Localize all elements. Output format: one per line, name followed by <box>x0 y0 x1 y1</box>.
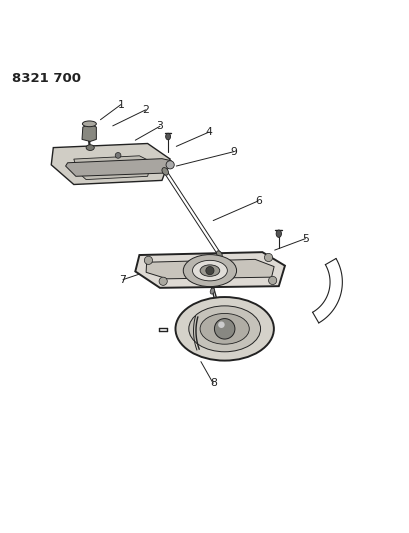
Circle shape <box>159 277 167 285</box>
Text: 2: 2 <box>142 105 148 115</box>
Circle shape <box>166 161 174 169</box>
Circle shape <box>214 319 234 339</box>
Ellipse shape <box>175 297 273 361</box>
Ellipse shape <box>216 251 222 257</box>
Text: 1: 1 <box>117 100 124 110</box>
Ellipse shape <box>86 145 94 150</box>
Circle shape <box>115 152 121 158</box>
Text: 9: 9 <box>230 147 236 157</box>
Ellipse shape <box>200 265 219 276</box>
Text: 3: 3 <box>156 122 163 131</box>
Circle shape <box>264 253 272 262</box>
Circle shape <box>144 256 152 264</box>
Circle shape <box>268 276 276 285</box>
Polygon shape <box>135 252 284 288</box>
Ellipse shape <box>82 121 96 127</box>
Text: 4: 4 <box>205 127 212 137</box>
Circle shape <box>205 266 213 274</box>
Text: 7: 7 <box>119 274 126 285</box>
Polygon shape <box>65 159 171 176</box>
Text: 8: 8 <box>209 378 216 389</box>
Polygon shape <box>82 124 96 141</box>
Ellipse shape <box>188 306 260 352</box>
Text: 8321 700: 8321 700 <box>12 72 81 85</box>
Ellipse shape <box>200 313 249 344</box>
Polygon shape <box>146 260 274 279</box>
Circle shape <box>218 321 224 328</box>
Polygon shape <box>74 156 151 180</box>
Ellipse shape <box>276 230 281 237</box>
Text: 6: 6 <box>254 196 261 206</box>
Ellipse shape <box>210 288 214 294</box>
Polygon shape <box>51 143 170 184</box>
Ellipse shape <box>183 255 236 287</box>
Ellipse shape <box>165 133 170 140</box>
Text: 5: 5 <box>301 233 308 244</box>
Ellipse shape <box>192 260 227 281</box>
Ellipse shape <box>162 167 168 175</box>
